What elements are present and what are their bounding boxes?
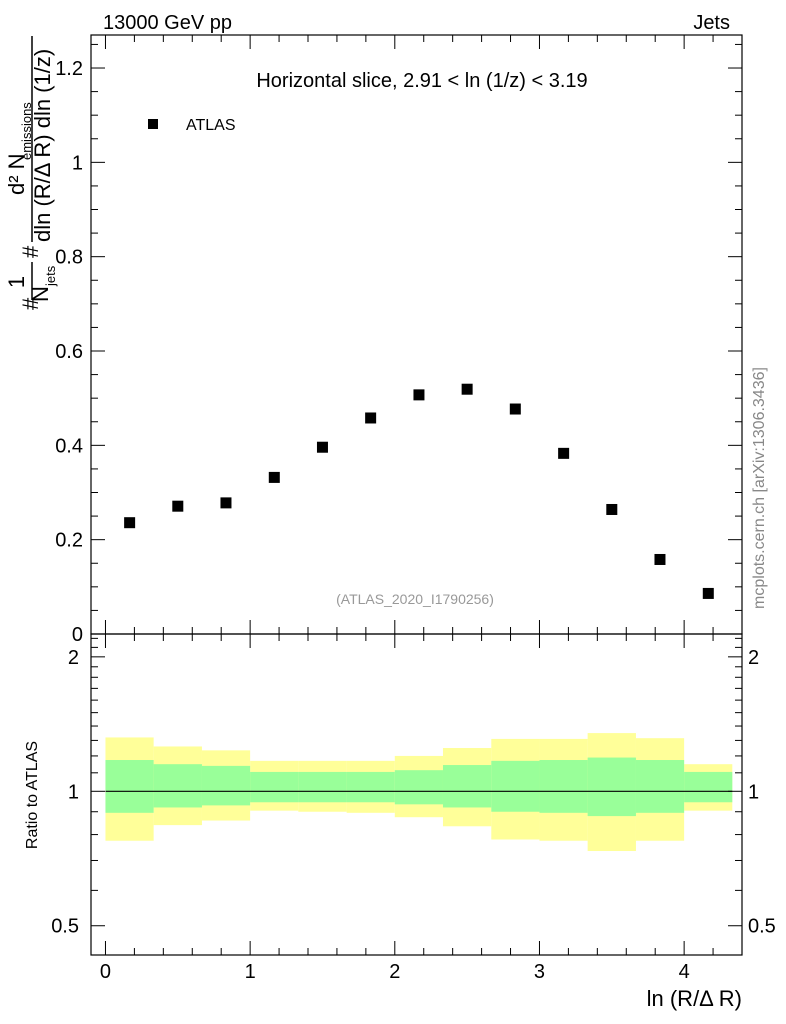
ratio-panel: 0 1 2 3 4 0.5 0.5 1 1 2 2 bbox=[51, 633, 776, 983]
main-axes: 0 0.2 0.4 0.6 0.8 1 1.2 bbox=[55, 34, 743, 646]
ratio-band-stat-bin-10 bbox=[587, 757, 636, 817]
data-point-atlas-9 bbox=[558, 447, 570, 459]
header-process-label: Jets bbox=[693, 12, 730, 34]
main-ytick-label: 1 bbox=[72, 152, 83, 174]
header-energy-label: 13000 GeV pp bbox=[103, 12, 232, 34]
data-point-atlas-5 bbox=[365, 412, 377, 424]
ratio-xtick-label: 4 bbox=[679, 961, 690, 983]
data-point-atlas-7 bbox=[461, 383, 473, 395]
ylabel-hash-1: # bbox=[18, 297, 43, 310]
ratio-band-stat-bin-12 bbox=[684, 771, 733, 803]
ratio-band-stat-bin-4 bbox=[298, 771, 347, 803]
legend-marker bbox=[148, 119, 158, 129]
x-axis-label: ln (R/Δ R) bbox=[647, 986, 742, 1011]
ylabel-denominator: dln (R/Δ R) dln (1/z) bbox=[30, 49, 55, 242]
ratio-band-stat-bin-1 bbox=[153, 764, 202, 808]
ratio-ytick-label-right: 2 bbox=[748, 647, 759, 669]
ylabel-one: 1 bbox=[4, 276, 29, 288]
main-data-markers bbox=[124, 383, 714, 599]
ratio-band-stat-bin-0 bbox=[105, 760, 154, 813]
ratio-y-axis-label: Ratio to ATLAS bbox=[24, 741, 41, 849]
data-point-atlas-0 bbox=[124, 517, 136, 529]
ratio-xtick-label: 0 bbox=[100, 961, 111, 983]
data-point-atlas-2 bbox=[220, 497, 232, 509]
ratio-band-stat-bin-6 bbox=[394, 770, 443, 805]
ratio-band-stat-bin-3 bbox=[250, 771, 299, 803]
main-ytick-label: 0 bbox=[72, 624, 83, 646]
main-y-axis-label: # 1 N jets # d² N emissions dln (R/Δ R) … bbox=[4, 36, 58, 310]
main-ytick-label: 0.6 bbox=[55, 341, 83, 363]
ratio-ytick-label-right: 1 bbox=[748, 781, 759, 803]
main-panel: 0 0.2 0.4 0.6 0.8 1 1.2 Horizontal slice, 2.91… bbox=[55, 34, 743, 646]
ratio-axes: 0 1 2 3 4 0.5 0.5 1 1 2 2 bbox=[51, 633, 776, 983]
data-point-atlas-4 bbox=[316, 441, 328, 453]
analysis-watermark: (ATLAS_2020_I1790256) bbox=[336, 591, 494, 607]
ratio-band-stat-bin-5 bbox=[346, 771, 395, 803]
main-ytick-label: 1.2 bbox=[55, 58, 83, 80]
ylabel-jets-subscript: jets bbox=[43, 265, 58, 287]
ylabel-emissions-subscript: emissions bbox=[19, 102, 34, 160]
data-point-atlas-8 bbox=[509, 403, 521, 415]
legend-label: ATLAS bbox=[186, 117, 236, 134]
data-point-atlas-1 bbox=[172, 500, 184, 512]
ratio-ytick-label-left: 2 bbox=[68, 647, 79, 669]
ratio-ytick-label-left: 0.5 bbox=[51, 916, 79, 938]
data-point-atlas-3 bbox=[268, 471, 280, 483]
data-point-atlas-10 bbox=[606, 503, 618, 515]
main-ytick-label: 0.8 bbox=[55, 247, 83, 269]
data-point-atlas-11 bbox=[654, 553, 666, 565]
main-ytick-label: 0.4 bbox=[55, 435, 83, 457]
data-point-atlas-6 bbox=[413, 389, 425, 401]
main-ytick-label: 0.2 bbox=[55, 530, 83, 552]
ratio-xtick-label: 1 bbox=[245, 961, 256, 983]
ratio-xtick-label: 3 bbox=[534, 961, 545, 983]
ratio-band-stat-bin-7 bbox=[442, 765, 492, 808]
ratio-uncertainty-bands bbox=[105, 733, 733, 852]
ylabel-numerator: d² N bbox=[4, 153, 29, 195]
data-point-atlas-12 bbox=[702, 587, 714, 599]
ylabel-hash-2: # bbox=[18, 245, 43, 258]
ratio-band-stat-bin-9 bbox=[539, 760, 588, 813]
side-source-label: mcplots.cern.ch [arXiv:1306.3436] bbox=[751, 367, 768, 609]
ylabel-njets: N bbox=[28, 286, 53, 302]
ratio-xtick-label: 2 bbox=[389, 961, 400, 983]
main-title: Horizontal slice, 2.91 < ln (1/z) < 3.19 bbox=[256, 70, 587, 92]
ratio-band-stat-bin-8 bbox=[491, 760, 540, 812]
ratio-band-stat-bin-11 bbox=[635, 760, 685, 813]
ratio-ytick-label-right: 0.5 bbox=[748, 916, 776, 938]
ratio-band-stat-bin-2 bbox=[201, 765, 251, 806]
ratio-ytick-label-left: 1 bbox=[68, 781, 79, 803]
ratio-plot-frame bbox=[90, 633, 743, 956]
